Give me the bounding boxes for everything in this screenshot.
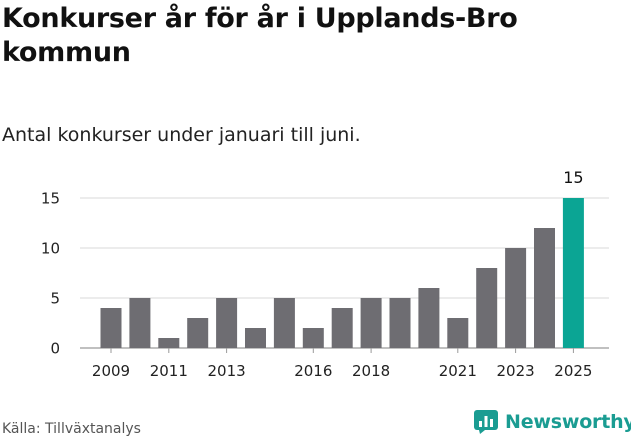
bar-2021[interactable] [447,318,469,348]
bar-2014[interactable] [245,328,266,348]
x-tick-label: 2016 [294,362,332,380]
y-tick-label: 15 [41,190,60,208]
logo-text: Newsworthy [505,411,631,433]
x-tick-label: 2011 [150,362,188,380]
tick-labels: 0 5 10 15 15 2009 2011 2013 2016 2018 2021 2023 2025 [41,168,593,380]
chart-title: Konkurser år för år i Upplands-Bro kommu… [2,3,518,68]
y-tick-label: 0 [50,340,60,358]
chart-subtitle: Antal konkurser under januari till juni. [2,124,361,146]
bar-2015[interactable] [273,298,295,348]
bar-2013[interactable] [216,298,238,348]
bar-chart: 0 5 10 15 15 2009 2011 2013 2016 2018 2021 2023 2025 [41,168,609,380]
bar-2011[interactable] [158,338,180,348]
bar-2023[interactable] [505,248,527,348]
bar-2025[interactable] [562,198,584,348]
x-tick-label: 2018 [352,362,390,380]
bar-2010[interactable] [129,298,151,348]
x-tick-label: 2025 [554,362,592,380]
y-tick-label: 5 [50,290,60,308]
bar-2012[interactable] [187,318,209,348]
bar-2024[interactable] [534,228,555,348]
bar-2018[interactable] [360,298,382,348]
bar-2020[interactable] [418,288,440,348]
y-tick-label: 10 [41,240,60,258]
source-note: Källa: Tillväxtanalys [2,421,141,437]
bars [100,198,584,348]
bar-2019[interactable] [389,298,411,348]
x-tick-label: 2013 [208,362,246,380]
x-tick-label: 2023 [497,362,535,380]
data-label-2025: 15 [563,168,583,187]
bar-2017[interactable] [331,308,353,348]
x-tick-label: 2009 [92,362,130,380]
bar-2022[interactable] [476,268,498,348]
bar-chart-icon [474,410,498,434]
x-tick-label: 2021 [439,362,477,380]
newsworthy-logo[interactable]: Newsworthy [474,409,631,435]
bar-2016[interactable] [302,328,324,348]
bar-2009[interactable] [100,308,122,348]
